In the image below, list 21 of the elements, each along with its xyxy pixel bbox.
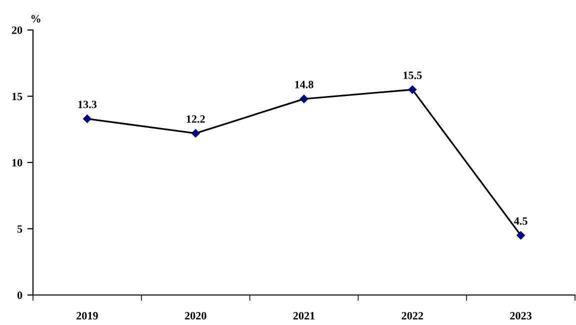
y-tick-label: 20 [12, 26, 22, 34]
point [408, 85, 417, 94]
data-label: 15.5 [404, 72, 422, 80]
point [83, 114, 92, 123]
x-tick-label: 2021 [293, 312, 315, 320]
x-tick-label: 2019 [76, 312, 98, 320]
point [516, 231, 525, 240]
y-tick-label: 5 [17, 225, 22, 233]
data-label: 13.3 [78, 100, 97, 108]
data-label: 4.5 [514, 217, 528, 225]
y-tick-label: 10 [12, 158, 22, 166]
x-tick-label: 2023 [510, 312, 532, 320]
point [300, 94, 308, 104]
y-axis-title: % [31, 14, 40, 22]
y-tick-label: 0 [17, 291, 22, 299]
data-label: 12.2 [186, 115, 205, 123]
x-tick-label: 2020 [184, 312, 206, 320]
point [191, 129, 200, 138]
x-tick-label: 2022 [402, 312, 424, 320]
data-label: 14.8 [295, 80, 314, 88]
y-tick-label: 15 [12, 92, 22, 100]
